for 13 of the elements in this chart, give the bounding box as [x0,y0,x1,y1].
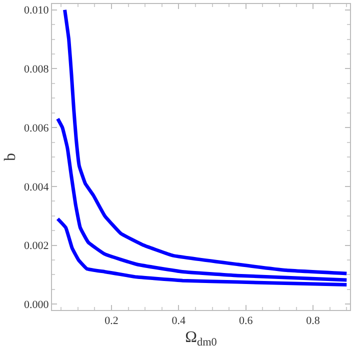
y-tick-label: 0.000 [24,298,50,311]
x-tick-label: 0.8 [306,315,320,328]
y-tick-label: 0.004 [24,181,50,194]
x-tick-label: 0.4 [172,315,186,328]
x-tick-label: 0.2 [104,315,118,328]
x-axis-title: Ω$_{dm0}$ [185,328,218,348]
line-series [63,8,348,276]
y-tick-label: 0.010 [24,4,50,17]
x-tick-label: 0.6 [238,315,254,328]
y-tick-label: 0.008 [24,64,50,76]
y-tick-label: 0.002 [24,240,49,252]
y-tick-label: 0.006 [24,122,50,134]
y-axis-title: b [2,153,19,161]
